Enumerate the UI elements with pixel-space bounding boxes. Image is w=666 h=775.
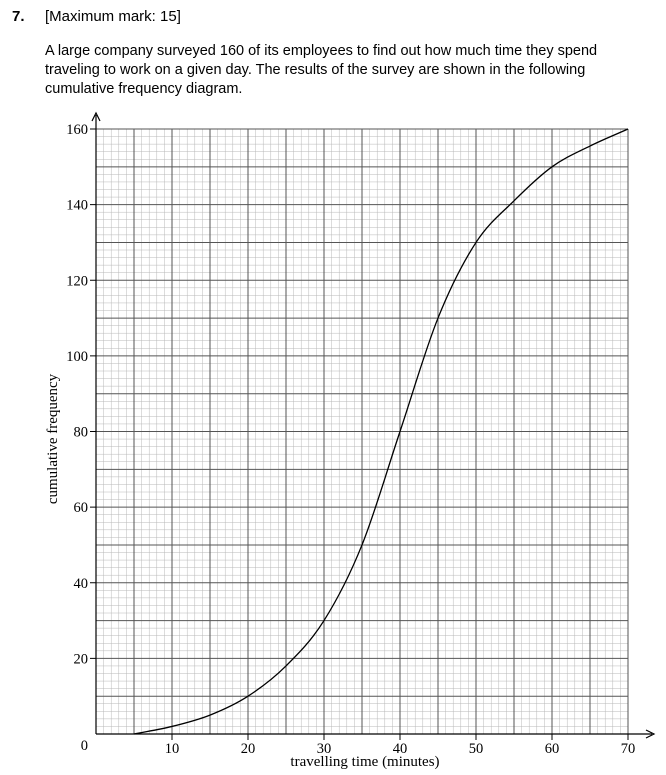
y-tick-label: 120 (66, 273, 88, 289)
x-tick-label: 60 (545, 741, 560, 757)
chart-axes (90, 111, 656, 740)
x-axis-arrow (645, 729, 656, 739)
y-axis-label: cumulative frequency (45, 373, 61, 504)
maximum-mark: [Maximum mark: 15] (45, 8, 181, 25)
x-axis-label: travelling time (minutes) (290, 754, 439, 770)
y-tick-label: 100 (66, 349, 88, 365)
chart-grid (95, 128, 629, 735)
chart-series (133, 128, 629, 735)
y-tick-label: 40 (74, 576, 89, 592)
x-tick-label: 40 (393, 741, 408, 757)
x-tick-label: 30 (317, 741, 332, 757)
question-number: 7. (12, 8, 25, 25)
y-tick-label: 160 (66, 122, 88, 138)
cumulative-frequency-curve (133, 128, 629, 735)
x-tick-label: 20 (241, 741, 256, 757)
origin-label: 0 (81, 738, 88, 754)
chart-tick-labels: 10 20 30 40 50 60 70 20 40 60 80 100 120 140 160 0 (66, 122, 635, 757)
x-tick-label: 70 (621, 741, 636, 757)
question-text: A large company surveyed 160 of its empl… (45, 43, 598, 97)
x-tick-label: 50 (469, 741, 484, 757)
y-tick-label: 60 (74, 500, 89, 516)
y-tick-label: 80 (74, 425, 89, 441)
y-tick-label: 20 (74, 651, 89, 667)
y-tick-label: 140 (66, 198, 88, 214)
y-axis-arrow (91, 111, 101, 122)
x-tick-label: 10 (165, 741, 180, 757)
